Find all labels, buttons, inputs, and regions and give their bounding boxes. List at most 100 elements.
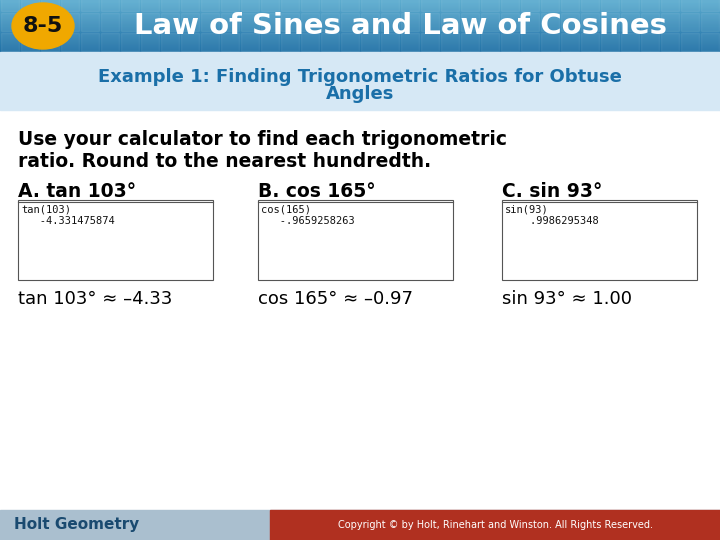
Bar xyxy=(441,13,459,31)
Bar xyxy=(1,13,19,31)
Bar xyxy=(181,33,199,51)
Bar xyxy=(241,0,259,11)
Bar xyxy=(0,8,720,9)
Bar xyxy=(381,13,399,31)
Bar xyxy=(502,200,697,280)
Bar xyxy=(641,13,659,31)
Bar xyxy=(421,0,439,11)
Bar xyxy=(0,11,720,12)
Bar xyxy=(241,13,259,31)
Bar xyxy=(0,52,720,110)
Bar xyxy=(201,33,219,51)
Bar xyxy=(461,13,479,31)
Bar xyxy=(0,6,720,7)
Bar xyxy=(0,21,720,22)
Bar xyxy=(701,13,719,31)
Bar xyxy=(261,0,279,11)
Bar xyxy=(421,33,439,51)
Bar xyxy=(181,13,199,31)
Bar xyxy=(0,1,720,2)
Bar xyxy=(581,33,599,51)
Bar xyxy=(541,13,559,31)
Bar xyxy=(401,33,419,51)
Text: Use your calculator to find each trigonometric: Use your calculator to find each trigono… xyxy=(18,130,507,149)
Bar xyxy=(61,0,79,11)
Bar xyxy=(521,33,539,51)
Text: cos(165): cos(165) xyxy=(261,204,311,214)
Bar xyxy=(381,33,399,51)
Bar xyxy=(0,48,720,49)
Text: Holt Geometry: Holt Geometry xyxy=(14,517,139,532)
Bar xyxy=(281,0,299,11)
Text: Angles: Angles xyxy=(326,85,394,103)
Bar xyxy=(341,13,359,31)
Bar xyxy=(0,28,720,29)
Bar xyxy=(621,0,639,11)
Bar xyxy=(0,38,720,39)
Bar xyxy=(221,33,239,51)
Bar xyxy=(161,0,179,11)
Bar xyxy=(0,24,720,25)
Bar xyxy=(541,0,559,11)
Bar xyxy=(0,2,720,3)
Text: sin(93): sin(93) xyxy=(505,204,549,214)
Bar xyxy=(0,7,720,8)
Text: C. sin 93°: C. sin 93° xyxy=(502,182,603,201)
Bar xyxy=(0,44,720,45)
Text: .9986295348: .9986295348 xyxy=(505,216,599,226)
Text: B. cos 165°: B. cos 165° xyxy=(258,182,376,201)
Bar xyxy=(101,13,119,31)
Bar xyxy=(1,0,19,11)
Text: sin 93° ≈ 1.00: sin 93° ≈ 1.00 xyxy=(502,290,632,308)
Bar xyxy=(321,33,339,51)
Bar xyxy=(621,33,639,51)
Bar xyxy=(0,33,720,34)
Bar xyxy=(1,33,19,51)
Bar xyxy=(501,33,519,51)
Bar xyxy=(561,33,579,51)
Bar xyxy=(0,3,720,4)
Bar xyxy=(561,13,579,31)
Text: A. tan 103°: A. tan 103° xyxy=(18,182,136,201)
Bar xyxy=(0,22,720,23)
Bar xyxy=(0,9,720,10)
Bar xyxy=(521,0,539,11)
Bar xyxy=(401,13,419,31)
Bar xyxy=(241,33,259,51)
Text: tan 103° ≈ –4.33: tan 103° ≈ –4.33 xyxy=(18,290,172,308)
Bar xyxy=(18,200,213,280)
Bar xyxy=(0,510,720,540)
Text: Example 1: Finding Trigonometric Ratios for Obtuse: Example 1: Finding Trigonometric Ratios … xyxy=(98,68,622,86)
Bar xyxy=(0,51,720,52)
Bar xyxy=(0,27,720,28)
Bar xyxy=(661,33,679,51)
Bar xyxy=(341,33,359,51)
Bar xyxy=(361,33,379,51)
Bar xyxy=(0,14,720,15)
Bar xyxy=(0,34,720,35)
Bar xyxy=(41,0,59,11)
Bar xyxy=(0,19,720,20)
Bar xyxy=(661,13,679,31)
Bar xyxy=(681,33,699,51)
Bar xyxy=(361,0,379,11)
Bar xyxy=(0,46,720,47)
Bar xyxy=(481,13,499,31)
Bar xyxy=(441,0,459,11)
Bar xyxy=(561,0,579,11)
Bar xyxy=(221,13,239,31)
Bar xyxy=(0,16,720,17)
Bar xyxy=(201,13,219,31)
Bar xyxy=(0,13,720,14)
Bar xyxy=(0,32,720,33)
Bar xyxy=(441,33,459,51)
Bar xyxy=(270,510,720,540)
Text: ratio. Round to the nearest hundredth.: ratio. Round to the nearest hundredth. xyxy=(18,152,431,171)
Bar xyxy=(0,37,720,38)
Bar xyxy=(0,5,720,6)
Bar xyxy=(361,13,379,31)
Bar xyxy=(0,25,720,26)
Bar xyxy=(0,47,720,48)
Bar xyxy=(461,0,479,11)
Bar xyxy=(61,33,79,51)
